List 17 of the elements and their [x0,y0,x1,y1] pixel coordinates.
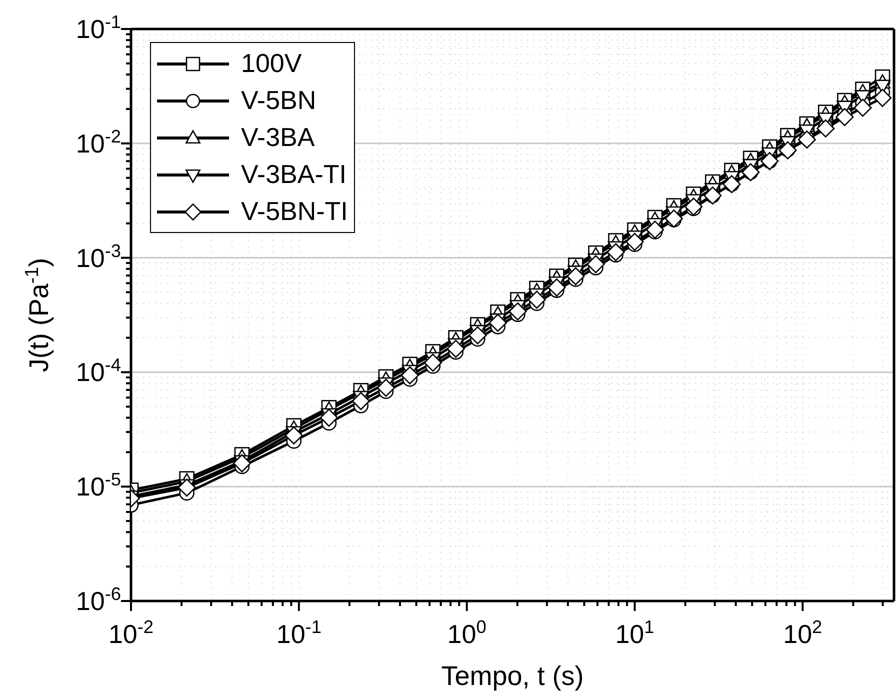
y-tick-label: 10$^{-2}$ [76,126,121,158]
x-axis-title: Tempo, t (s) [441,661,584,691]
y-tick-label: 10$^{-1}$ [76,12,121,44]
legend-label: V-5BN [241,85,316,116]
legend-label: V-3BA [241,122,315,153]
y-tick-label: 10$^{-3}$ [76,240,121,273]
legend-label: V-3BA-TI [241,159,346,190]
legend-label: 100V [241,48,302,79]
y-tick-label: 10$^{-5}$ [76,470,121,502]
x-tick-label: 10$^{-2}$ [108,617,154,649]
x-tick-label: 10$^{2}$ [783,617,822,649]
x-tick-label: 10$^{0}$ [447,617,486,649]
legend-label: V-5BN-TI [241,196,348,227]
x-tick-label: 10$^{-1}$ [276,617,322,649]
y-tick-label: 10$^{-4}$ [76,355,121,388]
y-tick-label: 10$^{-6}$ [76,584,121,616]
x-tick-label: 10$^{1}$ [615,617,654,649]
